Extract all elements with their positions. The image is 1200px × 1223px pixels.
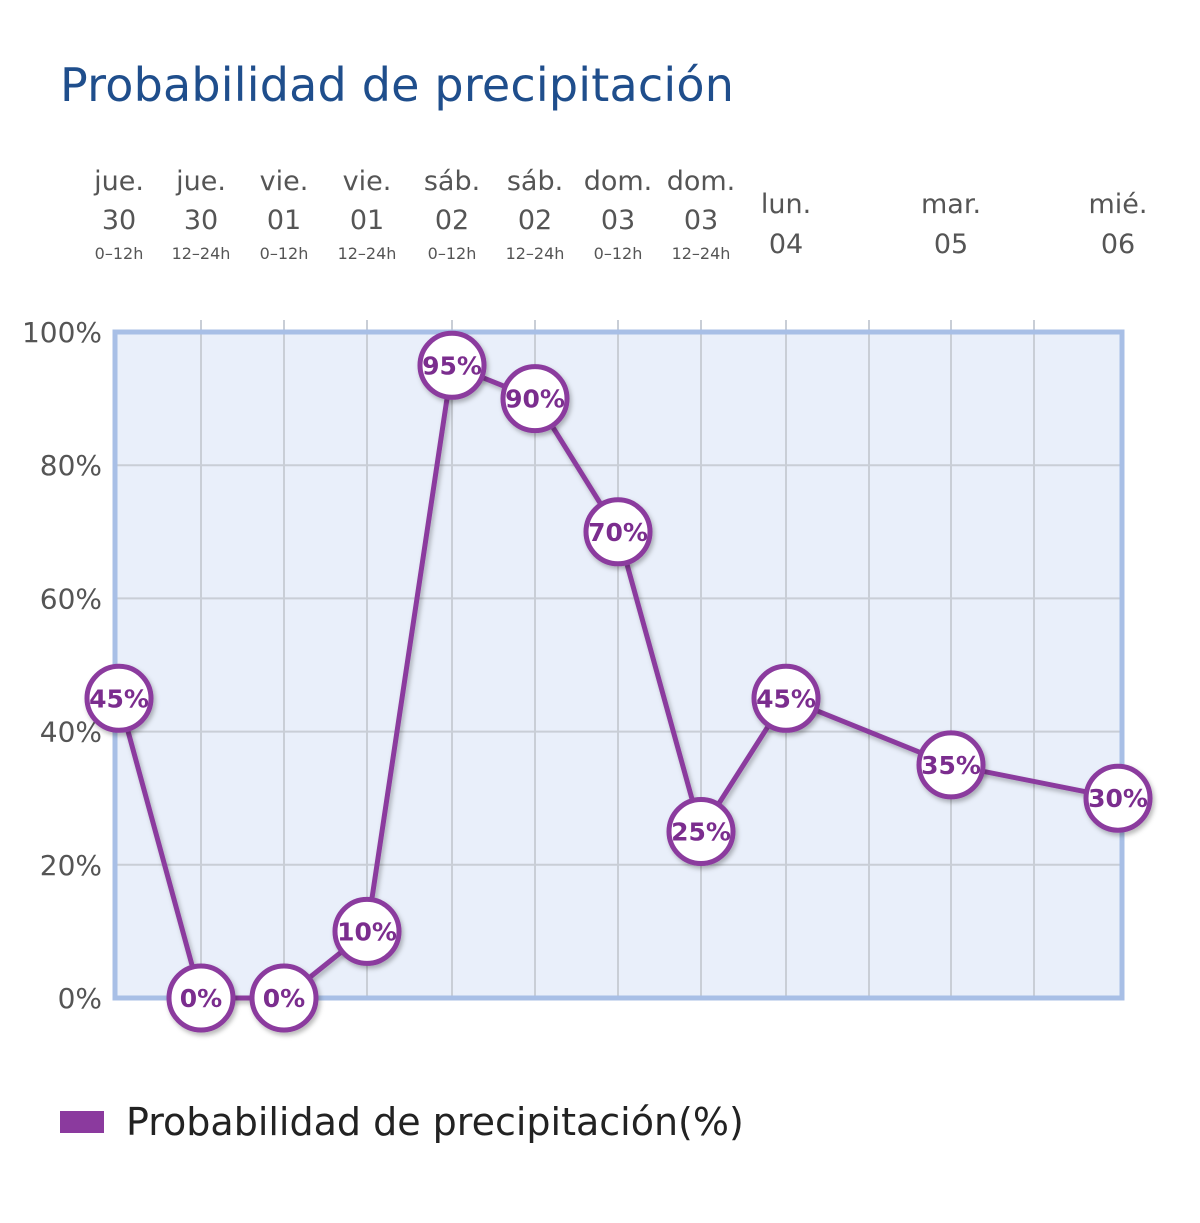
category-day-label: sáb. bbox=[424, 166, 480, 197]
y-tick-label: 20% bbox=[40, 849, 102, 882]
category-date-label: 30 bbox=[184, 205, 218, 236]
category-date-label: 30 bbox=[102, 205, 136, 236]
category-date-label: 01 bbox=[350, 205, 384, 236]
category-period-label: 0–12h bbox=[428, 244, 477, 263]
category-period-label: 12–24h bbox=[338, 244, 397, 263]
data-point-marker bbox=[84, 663, 154, 733]
category-day-label: mié. bbox=[1089, 189, 1148, 220]
data-label: 25% bbox=[671, 818, 731, 847]
y-tick-label: 40% bbox=[40, 716, 102, 749]
data-label: 10% bbox=[337, 917, 397, 946]
data-point-marker bbox=[1083, 763, 1153, 833]
legend-swatch bbox=[60, 1111, 104, 1133]
data-label: 35% bbox=[921, 751, 981, 780]
category-date-label: 02 bbox=[435, 205, 469, 236]
category-day-label: vie. bbox=[260, 166, 309, 197]
data-point-marker bbox=[583, 497, 653, 567]
y-tick-label: 60% bbox=[40, 582, 102, 615]
category-day-label: lun. bbox=[761, 189, 811, 220]
data-point-marker bbox=[332, 896, 402, 966]
category-date-label: 02 bbox=[518, 205, 552, 236]
category-date-label: 05 bbox=[934, 229, 968, 260]
data-label: 70% bbox=[588, 518, 648, 547]
category-period-label: 12–24h bbox=[672, 244, 731, 263]
data-label: 0% bbox=[263, 984, 305, 1013]
legend: Probabilidad de precipitación(%) bbox=[60, 1100, 744, 1144]
category-day-label: sáb. bbox=[507, 166, 563, 197]
category-day-label: jue. bbox=[93, 166, 144, 197]
category-day-label: dom. bbox=[584, 166, 653, 197]
category-date-label: 04 bbox=[769, 229, 803, 260]
category-date-label: 03 bbox=[601, 205, 635, 236]
category-date-label: 06 bbox=[1101, 229, 1135, 260]
y-tick-label: 100% bbox=[22, 316, 102, 349]
data-label: 30% bbox=[1088, 784, 1148, 813]
y-tick-label: 0% bbox=[58, 982, 102, 1015]
period-headers: jue. 30 0–12h jue. 30 12–24h vie. 01 0–12h vie. 01… bbox=[93, 166, 1147, 263]
data-label: 90% bbox=[505, 385, 565, 414]
category-date-label: 01 bbox=[267, 205, 301, 236]
data-label: 45% bbox=[756, 684, 816, 713]
category-day-label: dom. bbox=[667, 166, 736, 197]
y-tick-label: 80% bbox=[40, 449, 102, 482]
data-label: 45% bbox=[89, 684, 149, 713]
data-point-marker bbox=[916, 730, 986, 800]
category-day-label: jue. bbox=[175, 166, 226, 197]
data-point-marker bbox=[500, 364, 570, 434]
legend-label: Probabilidad de precipitación(%) bbox=[126, 1100, 744, 1144]
y-axis: 0% 20% 40% 60% 80% 100% bbox=[22, 316, 102, 1015]
category-period-label: 0–12h bbox=[594, 244, 643, 263]
data-point-marker bbox=[166, 963, 236, 1033]
category-period-label: 12–24h bbox=[172, 244, 231, 263]
data-point-marker bbox=[751, 663, 821, 733]
category-day-label: vie. bbox=[343, 166, 392, 197]
chart-title: Probabilidad de precipitación bbox=[60, 58, 735, 112]
data-point-marker bbox=[249, 963, 319, 1033]
category-day-label: mar. bbox=[921, 189, 981, 220]
category-period-label: 0–12h bbox=[95, 244, 144, 263]
category-date-label: 03 bbox=[684, 205, 718, 236]
data-label: 95% bbox=[422, 351, 482, 380]
data-point-marker bbox=[417, 330, 487, 400]
category-period-label: 0–12h bbox=[260, 244, 309, 263]
data-point-marker bbox=[666, 797, 736, 866]
series-precipitation: 45% 0% 0% 10% 95% 90% 70% 25% 45% 35% 30% bbox=[84, 330, 1153, 1033]
data-label: 0% bbox=[180, 984, 222, 1013]
category-period-label: 12–24h bbox=[506, 244, 565, 263]
